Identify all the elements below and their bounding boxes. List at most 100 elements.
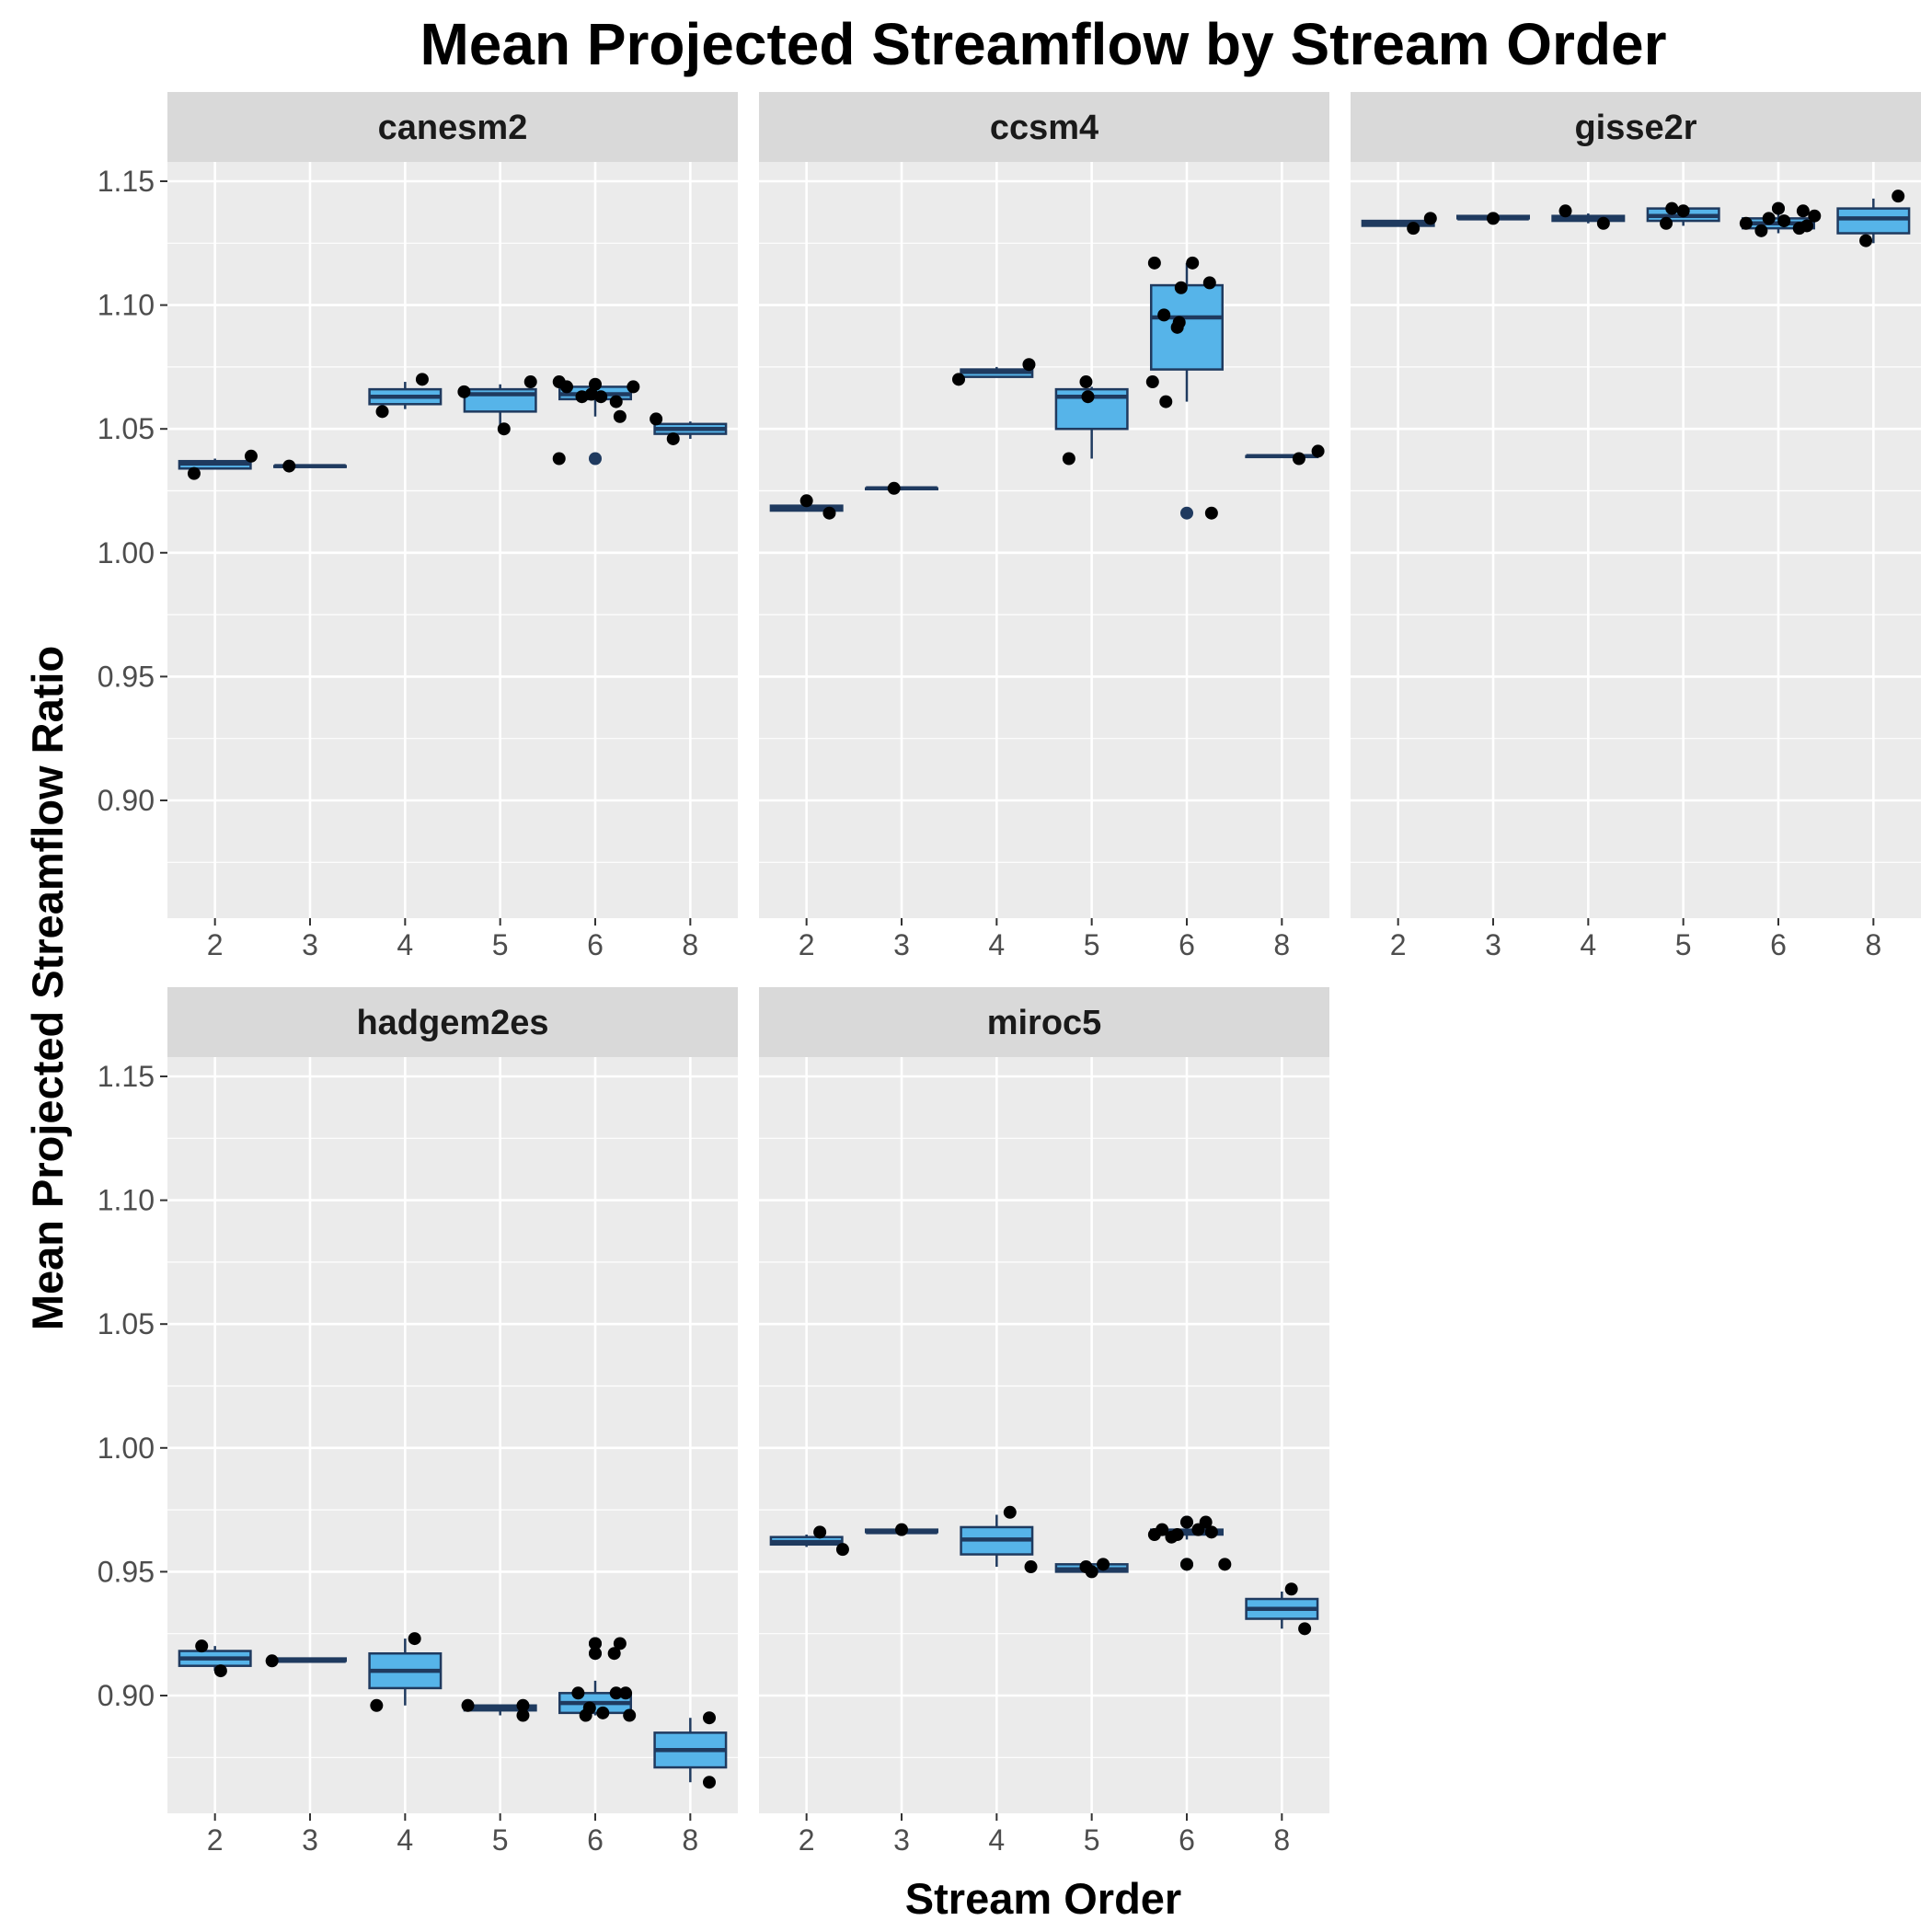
data-point [497,422,511,436]
x-tick-label: 8 [1273,1823,1290,1857]
box-hadgem2es-8 [653,1718,728,1783]
box-canesm2-2 [178,458,252,470]
data-point [408,1632,421,1646]
y-tick-label: 0.95 [98,1555,155,1588]
data-point [1157,308,1171,322]
data-point [619,1686,633,1700]
data-point [1156,1523,1169,1536]
data-point [1062,452,1075,466]
plot-area-ccsm4 [759,162,1329,918]
data-point [195,1639,209,1653]
data-point [1660,216,1673,230]
data-point [613,409,627,423]
data-point [1081,390,1095,404]
box-ccsm4-6 [1150,262,1224,520]
y-tick-label: 1.00 [98,536,155,569]
box-miroc5-4 [960,1514,1034,1568]
x-tick-label: 2 [207,928,224,961]
data-point [1311,444,1325,458]
x-tick-label: 8 [1865,928,1881,961]
data-point [1170,320,1184,334]
data-point [609,395,623,408]
box-hadgem2es-2 [178,1646,252,1672]
box-gisse2r-8 [1836,198,1911,244]
x-tick-label: 3 [302,1823,318,1857]
y-tick-label: 1.15 [98,165,155,198]
data-point [1796,204,1810,218]
y-tick-label: 0.90 [98,1679,155,1712]
strip-label-canesm2: canesm2 [378,109,528,147]
panel-canesm2: canesm2 0.90 0.95 1.00 1.05 1.10 1.15 2 3 4 5 6 8 [98,92,738,961]
data-point [589,377,602,391]
data-point [1407,222,1420,236]
y-tick-label: 1.15 [98,1060,155,1093]
chart-title: Mean Projected Streamflow by Stream Orde… [420,11,1666,77]
data-point [1097,1558,1110,1571]
box-body [1836,207,1911,235]
data-point [1739,216,1753,230]
data-point [244,449,258,463]
data-point [1199,1515,1213,1529]
y-tick-label: 1.00 [98,1432,155,1465]
data-point [813,1525,827,1539]
x-tick-label: 2 [799,928,815,961]
panel-ccsm4: ccsm4 2 3 4 5 6 8 [759,92,1329,961]
y-tick-label: 0.95 [98,660,155,693]
x-tick-label: 2 [207,1823,224,1857]
x-tick-label: 6 [587,1823,604,1857]
data-point [265,1654,279,1668]
data-point [187,466,201,480]
data-point [1892,190,1905,203]
data-point [457,385,471,398]
box-miroc5-2 [769,1535,844,1547]
data-point [1754,224,1768,237]
data-point [589,1647,602,1661]
data-point [1186,256,1200,270]
data-point [952,373,965,386]
data-point [609,1686,623,1700]
x-tick-label: 6 [587,928,604,961]
plot-area-gisse2r [1351,162,1921,918]
data-point [1180,1558,1193,1571]
x-tick-label: 3 [893,1823,910,1857]
x-tick-label: 4 [988,1823,1005,1857]
x-tick-label: 5 [492,928,509,961]
data-point [552,452,566,466]
data-point [1204,506,1218,520]
box-outlier [1180,506,1193,520]
box-canesm2-5 [463,384,537,430]
x-tick-label: 8 [682,928,698,961]
strip-hadgem2es [167,987,738,1057]
strip-canesm2 [167,92,738,162]
x-axis-title: Stream Order [905,1874,1181,1923]
data-point [1024,1560,1038,1574]
box-canesm2-8 [653,421,728,439]
data-point [1487,212,1500,225]
panel-gisse2r: gisse2r 2 3 4 5 6 8 [1351,92,1921,961]
x-tick-label: 4 [397,1823,413,1857]
data-point [589,1637,602,1650]
data-point [415,373,429,386]
box-hadgem2es-4 [368,1639,443,1706]
data-point [1423,212,1437,225]
x-tick-label: 5 [1084,1823,1100,1857]
data-point [799,494,813,508]
data-point [627,380,640,394]
data-point [1218,1558,1232,1571]
x-tick-label: 5 [492,1823,509,1857]
data-point [1202,276,1216,290]
plot-area-hadgem2es [167,1057,738,1813]
data-point [650,412,663,426]
data-point [613,1637,627,1650]
y-tick-label: 1.10 [98,1184,155,1217]
x-tick-label: 6 [1179,928,1195,961]
strip-miroc5 [759,987,1329,1057]
data-point [1777,214,1791,228]
box-canesm2-4 [368,382,443,409]
strip-label-miroc5: miroc5 [987,1004,1102,1042]
y-tick-label: 0.90 [98,784,155,817]
strip-gisse2r [1351,92,1921,162]
plot-area-miroc5 [759,1057,1329,1813]
box-ccsm4-8 [1245,454,1319,459]
